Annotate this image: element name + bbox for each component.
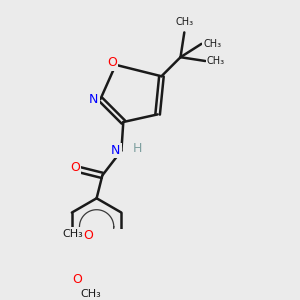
Text: O: O	[83, 229, 93, 242]
Text: H: H	[133, 142, 142, 155]
Text: CH₃: CH₃	[175, 17, 194, 27]
Text: CH₃: CH₃	[207, 56, 225, 66]
Text: N: N	[89, 93, 98, 106]
Text: O: O	[73, 273, 82, 286]
Text: CH₃: CH₃	[203, 39, 221, 49]
Text: CH₃: CH₃	[80, 290, 101, 299]
Text: O: O	[107, 56, 117, 69]
Text: O: O	[70, 161, 80, 174]
Text: N: N	[111, 144, 120, 157]
Text: CH₃: CH₃	[62, 229, 83, 238]
